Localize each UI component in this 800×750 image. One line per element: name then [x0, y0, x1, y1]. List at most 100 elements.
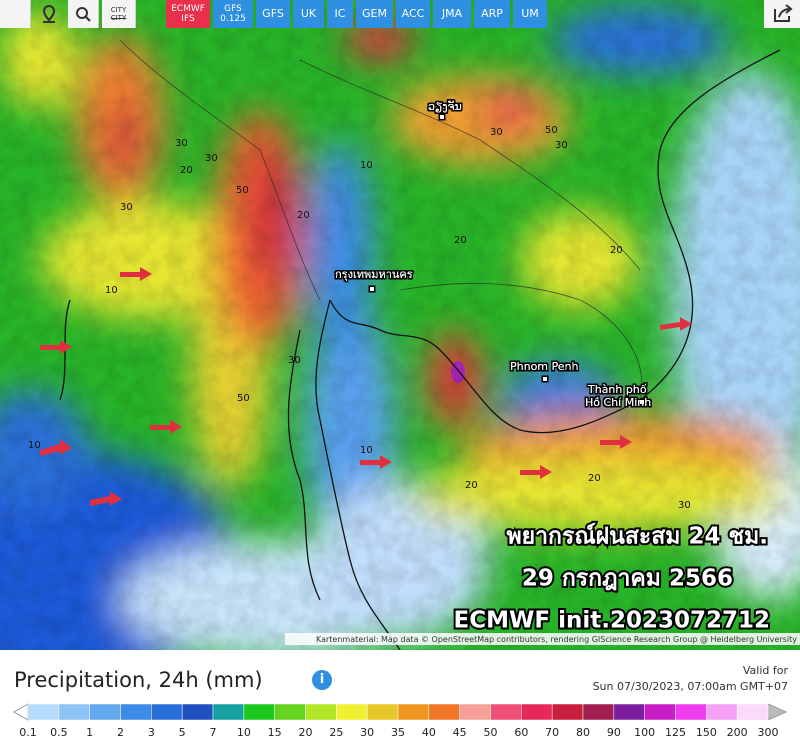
model-button[interactable]: ARP	[474, 0, 510, 28]
place-label: Thành phố	[587, 383, 647, 396]
scale-swatch	[582, 703, 615, 721]
scale-label: 300	[758, 726, 779, 739]
model-button[interactable]: GEM	[356, 0, 393, 28]
model-button[interactable]: ECMWF IFS	[166, 0, 210, 28]
scale-swatch	[58, 703, 90, 721]
scale-label: 1	[86, 726, 93, 739]
scale-swatch	[459, 703, 491, 721]
scale-label: 0.1	[19, 726, 37, 739]
model-button[interactable]: GFS	[256, 0, 290, 28]
contour-label: 30	[120, 202, 133, 213]
scale-swatch	[366, 703, 399, 721]
attribution: Kartenmaterial: Map data © OpenStreetMap…	[316, 635, 797, 644]
location-button[interactable]	[0, 0, 56, 28]
precipitation-map: 30 20 30 50 30 20 10 10 50 30 20 30 10 2…	[0, 0, 800, 650]
scale-label: 10	[237, 726, 251, 739]
city-label-off: CITY	[110, 14, 127, 22]
scale-arrow-high	[767, 703, 788, 721]
contour-label: 30	[555, 140, 568, 151]
scale-label: 90	[607, 726, 621, 739]
share-button[interactable]	[764, 0, 800, 28]
scale-swatch	[706, 703, 738, 721]
location-button-overlay	[34, 0, 64, 28]
place-labels: ວຽງຈັນ กรุงเทพมหานคร Phnom Penh Thành ph…	[335, 100, 651, 409]
info-button[interactable]: i	[312, 670, 332, 690]
contour-label: 30	[205, 153, 218, 164]
valid-label: Valid for	[742, 664, 788, 677]
place-label: กรุงเทพมหานคร	[335, 268, 413, 281]
overlay-date: 29 กรกฎาคม 2566	[522, 566, 733, 592]
scale-label: 125	[665, 726, 686, 739]
model-button[interactable]: GFS 0.125	[213, 0, 253, 28]
scale-swatch	[274, 703, 306, 721]
scale-label: 45	[453, 726, 467, 739]
legend-title: Precipitation, 24h (mm)	[14, 668, 263, 692]
scale-label: 20	[299, 726, 313, 739]
scale-label: 25	[329, 726, 343, 739]
scale-label: 2	[117, 726, 124, 739]
scale-swatch	[336, 703, 368, 721]
scale-swatch	[644, 703, 676, 721]
scale-label: 150	[696, 726, 717, 739]
contour-label: 50	[237, 393, 250, 404]
place-label: Hồ Chí Minh	[585, 396, 651, 409]
scale-swatch	[120, 703, 152, 721]
legend-panel: Precipitation, 24h (mm) i Valid for Sun …	[0, 650, 800, 746]
contour-label: 30	[288, 355, 301, 366]
scale-label: 200	[727, 726, 748, 739]
model-button[interactable]: ACC	[396, 0, 430, 28]
scale-swatch	[490, 703, 522, 721]
model-button[interactable]: UM	[513, 0, 547, 28]
scale-label: 15	[268, 726, 282, 739]
color-scale: 0.1 0.5 1 2 3 5 7 10 15 20 25 30 35 40 45 50 60 70 80 90 100…	[12, 703, 788, 739]
scale-swatch	[181, 703, 214, 721]
contour-label: 50	[236, 185, 249, 196]
forecast-overlay: พยากรณ์ฝนสะสม 24 ชม. 29 กรกฎาคม 2566 ECM…	[452, 521, 772, 636]
contour-label: 20	[588, 473, 601, 484]
contour-label: 10	[360, 160, 373, 171]
scale-label: 80	[576, 726, 590, 739]
model-button[interactable]: UK	[293, 0, 324, 28]
scale-swatch	[397, 703, 430, 721]
city-toggle[interactable]: CITY CITY	[102, 0, 136, 28]
contour-label: 10	[360, 445, 373, 456]
scale-label: 40	[422, 726, 436, 739]
scale-swatch	[521, 703, 553, 721]
scale-label: 60	[514, 726, 528, 739]
city-label: CITY	[110, 6, 127, 14]
model-button[interactable]: IC	[327, 0, 353, 28]
wind-arrows	[40, 267, 692, 506]
borders	[119, 39, 643, 401]
scale-swatch	[89, 703, 121, 721]
scale-label: 30	[360, 726, 374, 739]
overlay-title: พยากรณ์ฝนสะสม 24 ชม.	[507, 523, 769, 550]
scale-swatch	[428, 703, 460, 721]
scale-arrow-low	[12, 703, 29, 721]
model-button[interactable]: JMA	[433, 0, 471, 28]
attribution-bg	[285, 633, 800, 645]
contour-label: 20	[454, 235, 467, 246]
scale-label: 35	[391, 726, 405, 739]
contour-label: 20	[465, 480, 478, 491]
scale-label: 100	[634, 726, 655, 739]
scale-label: 50	[484, 726, 498, 739]
place-label: Phnom Penh	[510, 360, 578, 373]
valid-time: Sun 07/30/2023, 07:00am GMT+07	[592, 680, 788, 693]
contour-label: 20	[297, 210, 310, 221]
zoom-button[interactable]	[68, 0, 99, 28]
scale-swatch	[675, 703, 707, 721]
contour-label: 30	[490, 127, 503, 138]
contour-label: 30	[678, 500, 691, 511]
scale-swatch	[613, 703, 645, 721]
scale-swatch	[551, 703, 584, 721]
scale-swatch	[212, 703, 245, 721]
contour-label: 20	[610, 245, 623, 256]
contour-label: 30	[175, 138, 188, 149]
contour-labels: 30 20 30 50 30 20 10 10 50 30 20 30 10 2…	[28, 125, 691, 511]
scale-swatch	[243, 703, 275, 721]
scale-label: 70	[545, 726, 559, 739]
scale-swatch	[736, 703, 769, 721]
overlay-init: ECMWF init.2023072712	[454, 608, 770, 634]
scale-label: 5	[179, 726, 186, 739]
